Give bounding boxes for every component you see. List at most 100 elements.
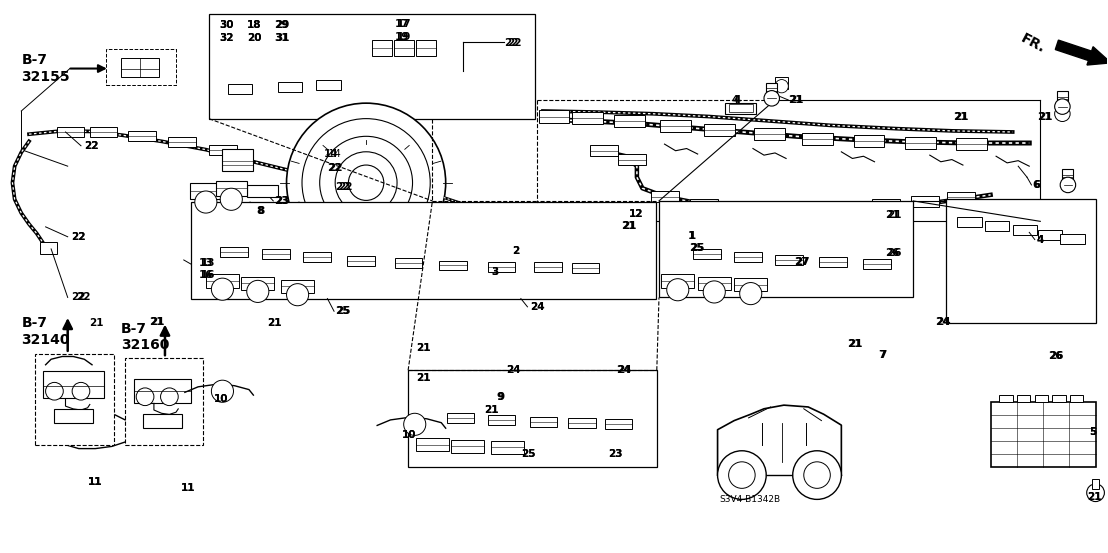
Text: 21: 21 [416,373,430,383]
Bar [1035,395,1048,401]
Bar [416,40,435,56]
Text: 16: 16 [199,270,214,280]
Text: 6: 6 [1033,180,1039,190]
Circle shape [718,451,767,499]
Bar [121,58,160,77]
Text: 6: 6 [1034,180,1040,190]
Circle shape [316,143,334,161]
Circle shape [781,204,812,235]
Text: 18: 18 [247,20,261,30]
Text: 22: 22 [504,38,519,48]
Bar [660,120,691,132]
Circle shape [161,388,178,405]
Text: 4: 4 [1037,234,1045,244]
Bar [999,395,1013,401]
Text: 11: 11 [181,483,195,493]
Bar [263,249,290,259]
Bar [1013,225,1037,235]
Bar [416,438,449,451]
Text: 3: 3 [491,267,499,277]
Bar [228,84,253,94]
Bar [168,137,196,147]
Bar [538,111,570,123]
Bar [430,210,454,220]
Bar [191,183,222,199]
Text: 24: 24 [617,366,632,375]
Text: 17: 17 [397,19,412,29]
Bar [618,154,646,165]
Text: 8: 8 [257,206,264,216]
Bar [454,216,479,226]
Text: 22: 22 [507,38,522,48]
Text: 3: 3 [491,267,499,277]
Text: 12: 12 [629,208,644,218]
Bar [755,128,784,140]
Text: B-7: B-7 [121,322,146,336]
FancyArrow shape [1055,40,1108,65]
Bar [220,247,248,257]
Text: 32140: 32140 [21,333,70,347]
Text: 21: 21 [789,95,804,105]
Bar [1092,479,1099,489]
Bar [605,419,633,429]
Bar [216,180,247,196]
Text: 21: 21 [623,221,637,231]
Bar [394,258,422,268]
Text: 32: 32 [219,33,234,43]
Bar [698,276,731,290]
Bar [690,199,718,210]
Circle shape [92,418,105,431]
Bar [774,77,788,89]
Circle shape [348,165,383,200]
Bar [652,191,679,202]
Bar [905,137,936,149]
Text: 32155: 32155 [21,70,70,84]
Text: 23: 23 [275,196,289,206]
Bar [985,221,1009,231]
Text: 22: 22 [329,163,343,173]
Text: 21: 21 [267,319,281,328]
Bar [614,115,645,127]
Text: 24: 24 [530,302,544,312]
Text: 21: 21 [267,319,281,328]
Bar [54,409,93,422]
Circle shape [302,119,430,247]
Bar [57,127,84,137]
Bar [393,40,413,56]
Bar [1057,216,1068,232]
Bar [439,260,466,270]
Bar [768,203,794,214]
Bar [735,278,768,291]
Text: 25: 25 [521,449,535,459]
Text: 21: 21 [847,340,861,349]
Circle shape [1060,177,1076,192]
Bar [90,127,117,137]
Text: 22: 22 [335,181,350,191]
Circle shape [792,451,841,499]
Text: 21: 21 [416,343,430,353]
Bar [947,191,975,202]
Circle shape [287,284,309,306]
Text: 21: 21 [150,317,164,327]
Bar [304,252,331,262]
Circle shape [287,103,445,262]
Bar [125,358,203,445]
Text: 27: 27 [793,257,809,267]
Circle shape [870,206,901,237]
Bar [568,418,596,427]
Circle shape [335,152,397,213]
Text: 21: 21 [1038,112,1053,122]
Bar [488,415,515,425]
Text: 4: 4 [732,95,739,105]
Text: 23: 23 [608,449,623,459]
Circle shape [667,279,689,301]
Bar [726,103,757,114]
Text: 8: 8 [258,206,265,216]
Text: 25: 25 [335,306,350,316]
Bar [661,274,695,288]
Bar [1060,234,1085,244]
Text: 19: 19 [394,32,409,42]
Bar [534,262,562,272]
Bar [1070,395,1084,401]
Circle shape [45,382,63,400]
